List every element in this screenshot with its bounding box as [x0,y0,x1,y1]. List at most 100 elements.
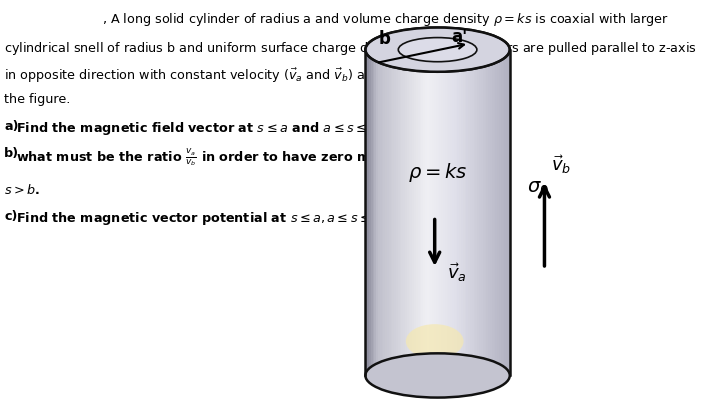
Text: what must be the ratio $\frac{v_a}{v_b}$ in order to have zero magnetic field at: what must be the ratio $\frac{v_a}{v_b}$… [17,147,481,168]
Bar [390,50,393,375]
Bar [446,50,449,375]
Bar [459,50,461,375]
Bar [441,50,443,375]
Bar [423,50,425,375]
Bar [472,50,474,375]
Bar [497,50,499,375]
Bar [434,50,436,375]
Bar [445,50,446,375]
Bar [456,50,457,375]
Bar [506,50,508,375]
Bar [387,50,389,375]
Text: Find the magnetic vector potential at $s \leq a, a \leq s \leq b$ and $s > b$.: Find the magnetic vector potential at $s… [17,210,452,227]
Bar [383,50,385,375]
Text: the figure.: the figure. [4,94,70,107]
Text: in opposite direction with constant velocity ($\vec{v}_a$ and $\vec{v}_b$) as sh: in opposite direction with constant velo… [4,66,433,85]
Bar [495,50,497,375]
Bar [418,50,419,375]
Bar [467,50,468,375]
Ellipse shape [367,28,508,71]
Bar [382,50,383,375]
Bar [401,50,403,375]
Bar [485,50,486,375]
Bar [378,50,380,375]
Bar [385,50,387,375]
Bar [408,50,411,375]
Bar [372,50,375,375]
Bar [439,50,441,375]
Ellipse shape [398,38,477,62]
Bar [369,50,371,375]
Bar [421,50,423,375]
Bar [407,50,408,375]
Ellipse shape [365,28,510,72]
Bar [371,50,372,375]
Text: a): a) [4,120,19,133]
Bar [481,50,482,375]
Bar [463,50,464,375]
Bar [452,50,454,375]
Text: a': a' [451,28,467,46]
Bar [505,50,506,375]
Text: Find the magnetic field vector at $s \leq a$ and $a \leq s \leq b$.: Find the magnetic field vector at $s \le… [17,120,383,137]
Bar [474,50,475,375]
Bar [367,50,369,375]
Bar [419,50,421,375]
Bar [470,50,472,375]
Bar [438,50,439,375]
Bar [394,50,396,375]
Bar [493,50,495,375]
Text: , A long solid cylinder of radius a and volume charge density $\rho = ks$ is coa: , A long solid cylinder of radius a and … [103,11,669,28]
Bar [432,50,434,375]
Bar [380,50,382,375]
Bar [365,50,367,375]
Bar [405,50,407,375]
Bar [403,50,405,375]
Text: $\sigma_0$: $\sigma_0$ [527,179,549,198]
Bar [400,50,401,375]
Bar [449,50,450,375]
Text: $\rho = ks$: $\rho = ks$ [408,161,467,184]
Bar [508,50,510,375]
Bar [443,50,445,375]
Bar [468,50,470,375]
Bar [436,50,438,375]
Text: b: b [379,30,390,48]
Bar [411,50,412,375]
Text: c): c) [4,210,18,223]
Bar [393,50,394,375]
Bar [490,50,492,375]
Bar [429,50,431,375]
Bar [499,50,500,375]
Text: $\vec{v}_a$: $\vec{v}_a$ [447,261,467,283]
Bar [479,50,481,375]
Bar [461,50,463,375]
Text: $s > b$.: $s > b$. [4,183,40,197]
Bar [488,50,490,375]
Bar [486,50,488,375]
Bar [457,50,459,375]
Text: $\vec{v}_b$: $\vec{v}_b$ [551,153,572,176]
Bar [396,50,398,375]
Bar [450,50,452,375]
Bar [389,50,390,375]
Bar [414,50,416,375]
Bar [454,50,456,375]
Text: b): b) [4,147,19,160]
Bar [492,50,493,375]
Ellipse shape [406,324,464,358]
Bar [427,50,429,375]
Bar [375,50,376,375]
Bar [431,50,432,375]
Bar [475,50,477,375]
Bar [416,50,418,375]
Bar [482,50,485,375]
Bar [412,50,414,375]
Bar [425,50,427,375]
Bar [500,50,503,375]
Bar [398,50,400,375]
Bar [503,50,505,375]
Ellipse shape [365,353,510,398]
Bar [376,50,378,375]
Bar [477,50,479,375]
